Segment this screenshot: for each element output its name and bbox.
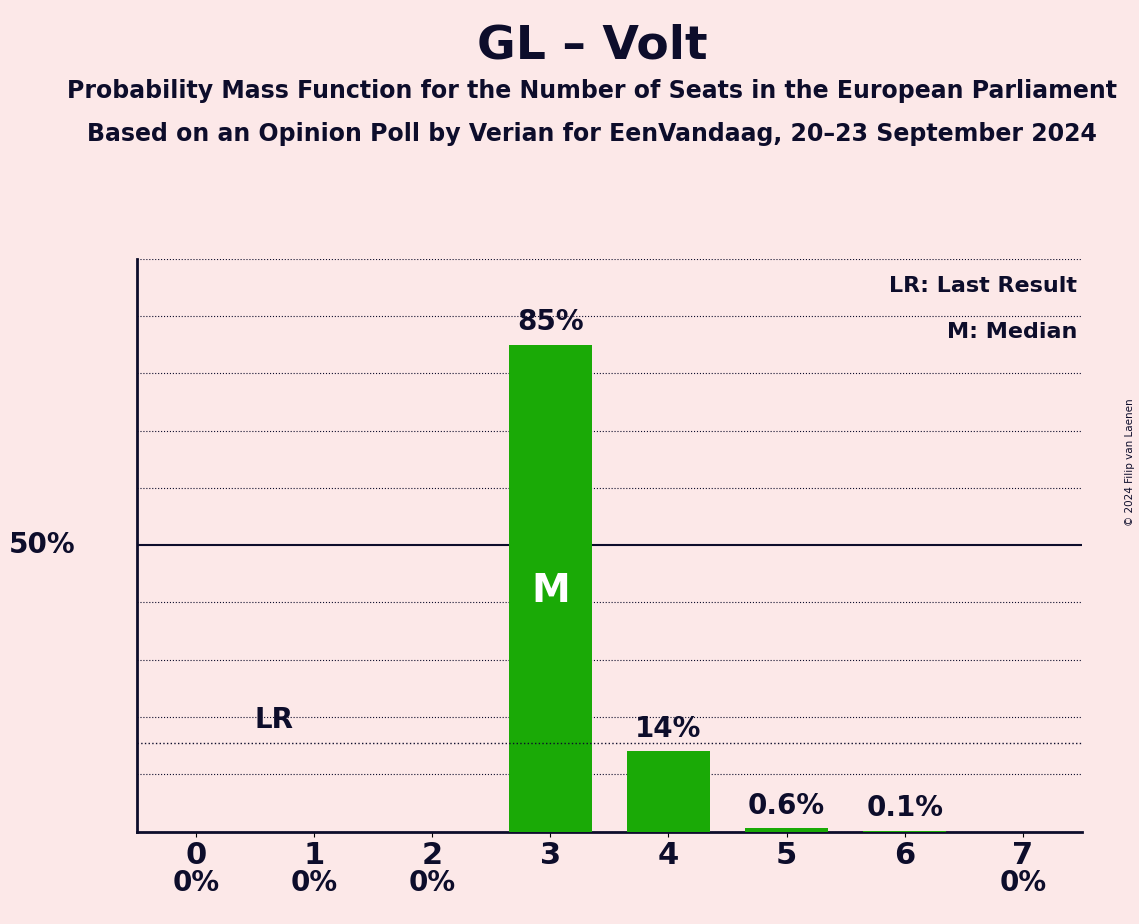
Text: 0%: 0% <box>999 869 1047 897</box>
Text: 0%: 0% <box>172 869 220 897</box>
Bar <box>628 751 710 832</box>
Bar <box>509 345 591 832</box>
Bar <box>745 828 828 832</box>
Text: 50%: 50% <box>9 531 75 559</box>
Text: M: Median: M: Median <box>947 322 1077 342</box>
Text: 0.1%: 0.1% <box>867 795 943 822</box>
Text: LR: Last Result: LR: Last Result <box>890 276 1077 296</box>
Text: 0.6%: 0.6% <box>748 792 825 820</box>
Text: 0%: 0% <box>290 869 337 897</box>
Text: 0%: 0% <box>409 869 456 897</box>
Text: M: M <box>531 572 570 610</box>
Text: © 2024 Filip van Laenen: © 2024 Filip van Laenen <box>1125 398 1134 526</box>
Text: Probability Mass Function for the Number of Seats in the European Parliament: Probability Mass Function for the Number… <box>67 79 1117 103</box>
Text: Based on an Opinion Poll by Verian for EenVandaag, 20–23 September 2024: Based on an Opinion Poll by Verian for E… <box>88 122 1097 146</box>
Text: 85%: 85% <box>517 308 583 336</box>
Text: LR: LR <box>255 706 294 735</box>
Text: GL – Volt: GL – Volt <box>477 23 707 68</box>
Text: 14%: 14% <box>636 715 702 743</box>
